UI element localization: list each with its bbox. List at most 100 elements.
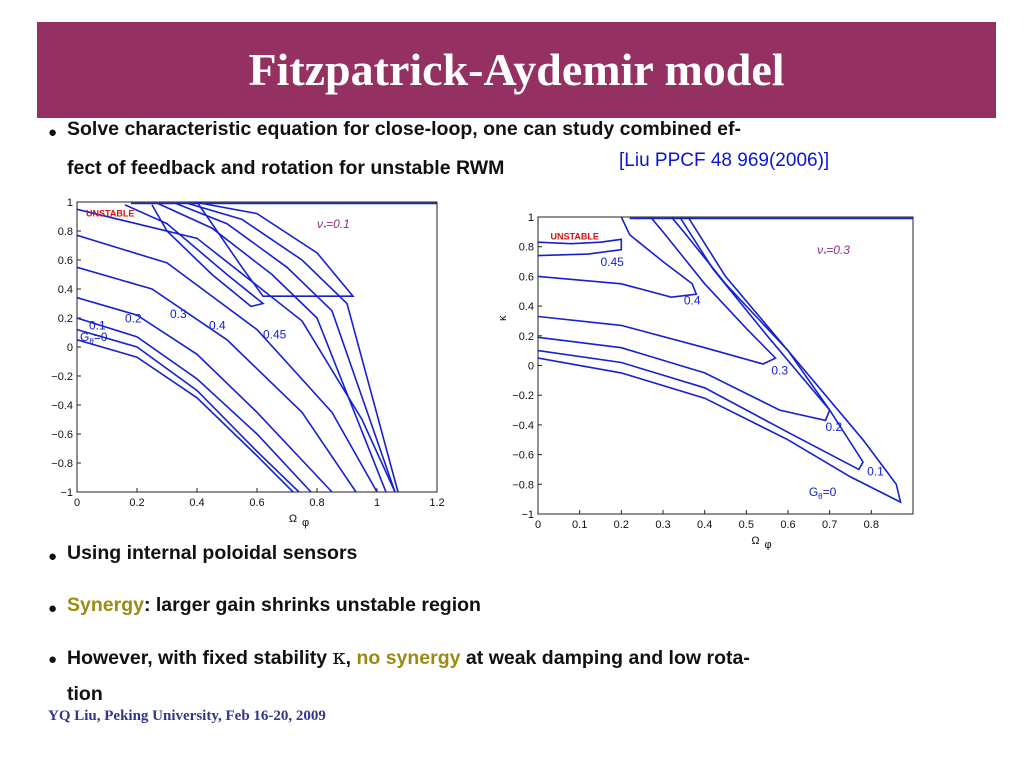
bullet-dot: ● [48,651,58,668]
contour-label: 0.3 [771,363,788,377]
bullet-4-post: at weak damping and low rota- [460,647,750,669]
x-tick-label: 0.5 [739,519,754,531]
unstable-label: UNSTABLE [551,231,599,241]
bullet-1-line-2: fect of feedback and rotation for unstab… [67,157,505,179]
y-tick-label: 0.2 [519,331,534,343]
synergy-highlight: Synergy [67,594,144,616]
bullet-4-line-2: tion [67,683,103,705]
contour-line [157,202,387,492]
nu-label: ν*=0.3 [817,243,850,259]
contour-label: 0.45 [263,327,287,341]
y-tick-label: 0.4 [519,301,534,313]
bullet-dot: ● [48,600,58,617]
y-tick-label: −0.2 [51,371,73,383]
y-axis-label: κ [497,315,509,321]
contour-line [193,202,355,297]
y-tick-label: 0.6 [519,271,534,283]
y-tick-label: −0.4 [512,420,534,432]
contour-line [77,266,357,492]
bullet-3: Synergy: larger gain shrinks unstable re… [67,594,481,617]
y-tick-label: 0.6 [58,255,73,267]
gain-label: Gθ=0 [80,330,108,346]
contour-label: 0.4 [209,319,226,333]
nu-value: =0.3 [826,243,850,257]
x-tick-label: 0.2 [129,497,144,509]
bullet-4-comma: , [345,647,352,669]
gain-value: =0 [94,330,108,344]
contour-line [538,217,777,365]
x-tick-label: 0.7 [822,519,837,531]
title-bar: Fitzpatrick-Aydemir model [37,22,996,118]
x-tick-label: 0.6 [780,519,795,531]
y-tick-label: 0.8 [58,226,73,238]
nu-sub: * [323,224,327,233]
contour-label: 0.2 [125,311,142,325]
contour-label: 0.1 [867,464,884,478]
contour-label: 0.3 [170,307,187,321]
contour-label: 0.1 [89,319,106,333]
nu-label: ν*=0.1 [317,217,350,233]
nu-value: =0.1 [326,217,350,231]
y-tick-label: −1 [521,509,534,521]
x-axis-label-sub: φ [302,517,309,529]
nu-sub: * [823,250,827,259]
bullet-dot: ● [48,124,58,141]
contour-label: 0.4 [684,294,701,308]
y-tick-label: 0 [528,361,534,373]
no-synergy-highlight: no synergy [356,647,461,669]
x-tick-label: 0.8 [309,497,324,509]
y-tick-label: −0.8 [512,479,534,491]
x-tick-label: 0.1 [572,519,587,531]
footer: YQ Liu, Peking University, Feb 16-20, 20… [48,708,326,724]
y-tick-label: −0.6 [512,450,534,462]
x-axis-label: Ω [289,513,297,525]
chart-left: 0 0.2 0.4 0.6 0.8 1 1.2 −1 −0.8 −0.6 −0.4 −0.2 0 0.2 0… [51,197,444,529]
gain-sub: θ [89,337,94,346]
x-tick-label: 0.6 [249,497,264,509]
bullet-1-line-1: Solve characteristic equation for close-… [67,118,741,140]
contour-line [77,317,312,492]
bullet-4-line-1: However, with fixed stability κ, no syne… [67,645,750,670]
contour-line [538,217,698,299]
x-tick-label: 0.2 [614,519,629,531]
x-axis-label: Ω [751,535,759,547]
slide-title: Fitzpatrick-Aydemir model [248,44,785,95]
x-tick-label: 1.2 [429,497,444,509]
x-tick-label: 0.4 [189,497,204,509]
x-tick-label: 0.3 [655,519,670,531]
bullet-2: Using internal poloidal sensors [67,542,358,564]
x-tick-label: 0 [535,519,541,531]
x-tick-label: 1 [374,497,380,509]
y-tick-label: −0.8 [51,458,73,470]
bullet-4-pre: However, with fixed stability [67,647,333,669]
x-tick-label: 0.4 [697,519,712,531]
plot-frame [537,216,914,515]
bullet-3-rest: : larger gain shrinks unstable region [143,594,481,616]
contour-line [124,204,265,308]
x-axis-label-sub: φ [765,539,772,550]
y-tick-label: 1 [528,212,534,224]
y-tick-label: 0.2 [58,313,73,325]
contour-label: 0.45 [601,255,625,269]
contour-line [77,234,378,492]
gain-label: Gθ=0 [809,485,837,501]
contour-line [77,328,300,492]
x-tick-label: 0.8 [864,519,879,531]
gain-value: =0 [823,485,837,499]
y-tick-label: −0.4 [51,400,73,412]
contour-line [538,217,864,471]
y-tick-label: 0.4 [58,284,73,296]
contour-line [538,238,623,257]
contour-line [77,339,294,492]
contour-line [187,202,399,492]
contour-line [538,217,831,422]
contour-label: 0.2 [826,420,843,434]
citation: [Liu PPCF 48 969(2006)] [619,150,830,171]
y-tick-label: 0 [67,342,73,354]
x-tick-label: 0 [74,497,80,509]
gain-sub: θ [818,492,823,501]
y-tick-label: −0.6 [51,429,73,441]
chart-right: 0 0.1 0.2 0.3 0.4 0.5 0.6 0.7 0.8 −1 −0.8 −0.6 −0.4 −… [497,212,914,550]
contour-line [77,208,396,492]
y-tick-label: 1 [67,197,73,209]
